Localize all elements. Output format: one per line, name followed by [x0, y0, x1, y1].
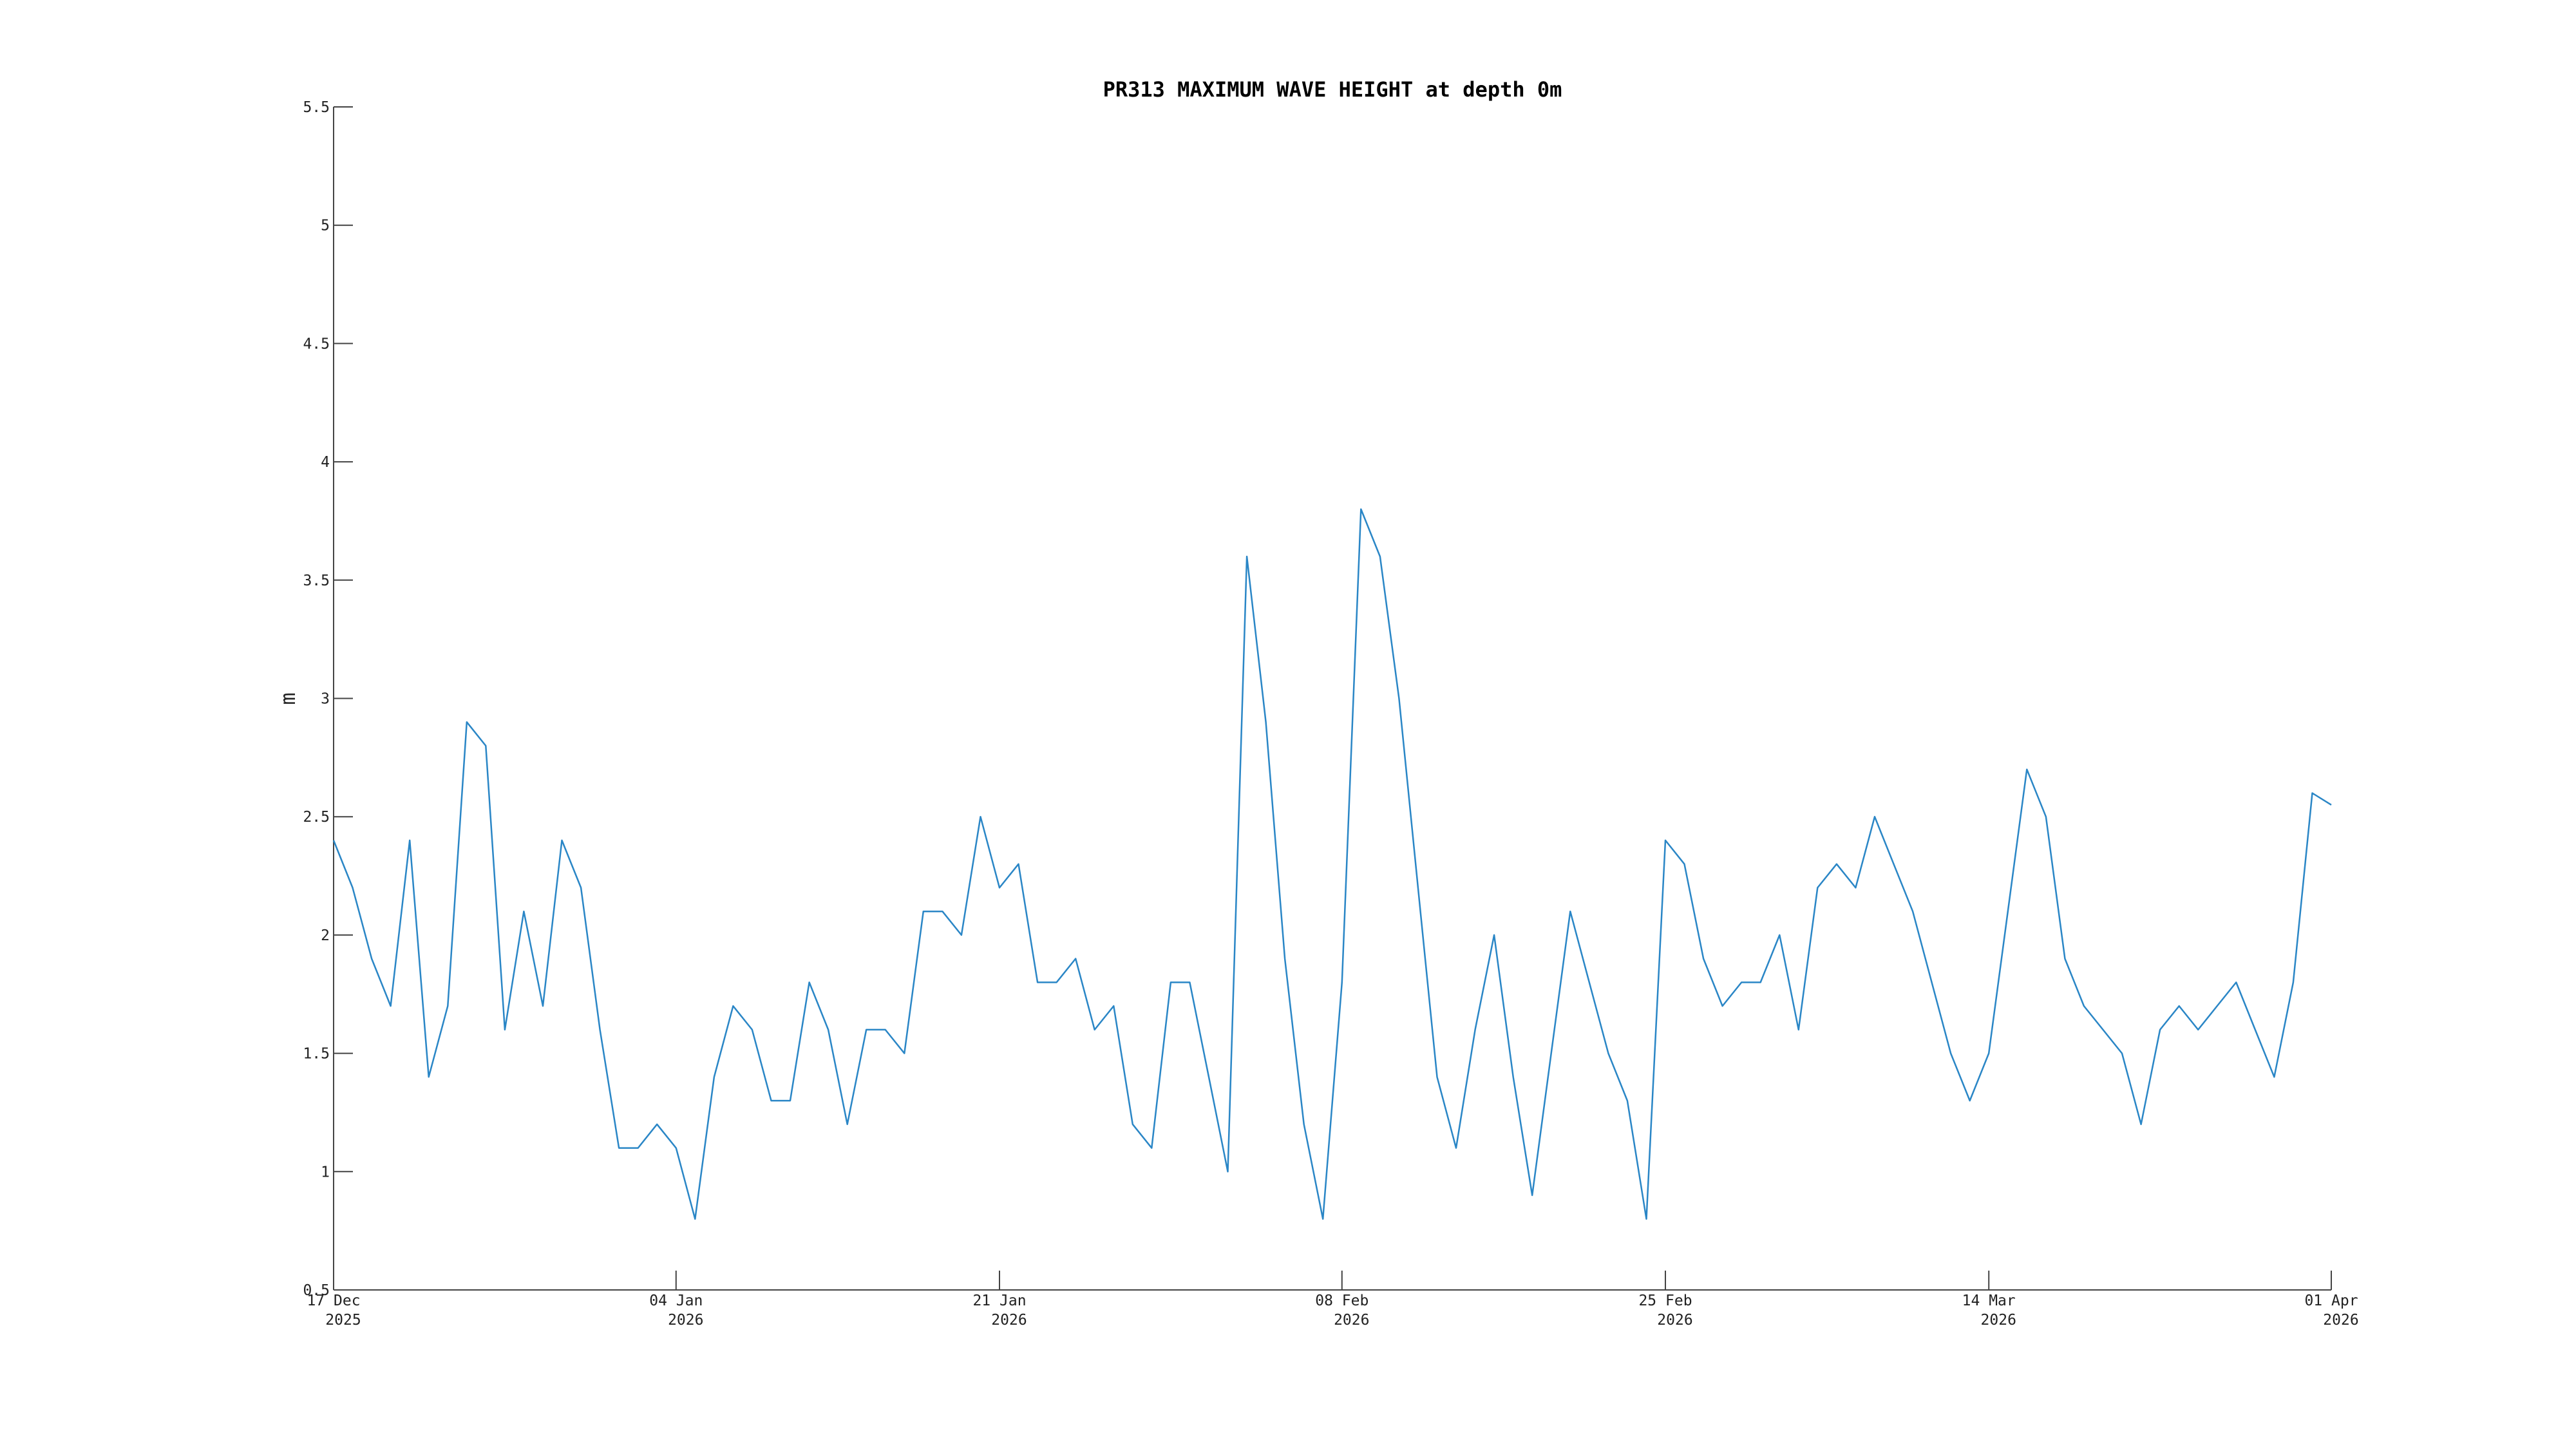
y-tick-label: 1 — [321, 1164, 330, 1180]
x-tick-label: 2026 — [991, 1312, 1027, 1329]
x-tick-label: 04 Jan — [649, 1293, 703, 1309]
x-tick-label: 2026 — [2323, 1312, 2358, 1329]
x-tick-label: 17 Dec — [307, 1293, 360, 1309]
y-tick-label: 3 — [321, 691, 330, 708]
y-tick-label: 4.5 — [303, 336, 330, 352]
x-tick-label: 08 Feb — [1315, 1293, 1368, 1309]
x-tick-label: 2026 — [1981, 1312, 2016, 1329]
y-tick-label: 0.5 — [303, 1282, 330, 1299]
y-tick-label: 4 — [321, 454, 330, 471]
x-tick-label: 01 Apr — [2304, 1293, 2358, 1309]
chart-title: PR313 MAXIMUM WAVE HEIGHT at depth 0m — [1103, 77, 1562, 102]
y-axis-label: m — [276, 692, 300, 705]
x-tick-label: 2026 — [668, 1312, 703, 1329]
y-tick-label: 2 — [321, 927, 330, 944]
y-tick-label: 3.5 — [303, 573, 330, 589]
y-tick-label: 5 — [321, 218, 330, 234]
y-tick-label: 1.5 — [303, 1046, 330, 1063]
x-tick-label: 2026 — [1334, 1312, 1369, 1329]
x-tick-label: 2026 — [1657, 1312, 1692, 1329]
x-tick-label: 2025 — [325, 1312, 361, 1329]
data-line — [332, 508, 2332, 1220]
y-tick-label: 5.5 — [303, 99, 330, 116]
x-tick-label: 21 Jan — [972, 1293, 1026, 1309]
y-tick-label: 2.5 — [303, 809, 330, 826]
x-tick-label: 14 Mar — [1962, 1293, 2016, 1309]
x-tick-label: 25 Feb — [1638, 1293, 1692, 1309]
